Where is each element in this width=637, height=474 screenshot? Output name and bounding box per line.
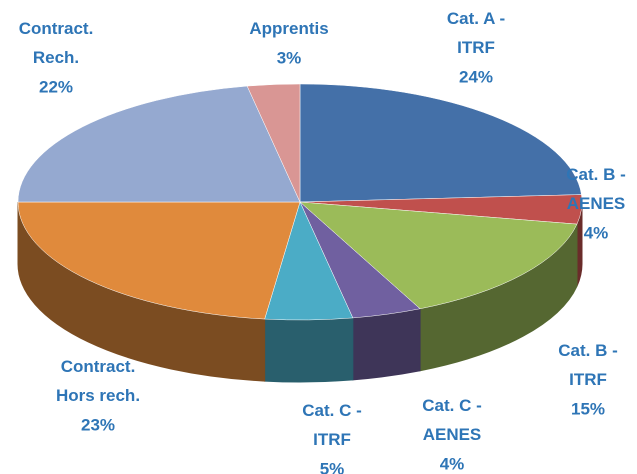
label-line: Contract.: [61, 357, 136, 376]
label-line: Cat. C -: [422, 396, 482, 415]
slice: [299, 83, 582, 203]
label-line: ITRF: [569, 370, 607, 389]
slice: [17, 201, 301, 320]
label-line: AENES: [567, 194, 626, 213]
slice-label: Contract. Hors rech.: [56, 357, 140, 405]
label-line: Cat. B -: [558, 341, 618, 360]
slice-side: [352, 308, 421, 381]
label-line: Hors rech.: [56, 386, 140, 405]
side-walls: [17, 201, 583, 383]
slice-value-label: 4%: [584, 223, 609, 242]
slice: [299, 201, 578, 310]
slice-value-label: 15%: [571, 399, 605, 418]
slice-label: Cat. B - ITRF: [558, 341, 618, 389]
slice-label: Apprentis: [249, 19, 328, 38]
slice-label: Contract. Rech.: [19, 19, 94, 67]
slice-value-label: 5%: [320, 459, 345, 474]
label-line: ITRF: [457, 38, 495, 57]
top-faces: [17, 83, 583, 321]
slice-value-label: 24%: [459, 67, 493, 86]
slice-side: [264, 317, 354, 383]
slice-value-label: 22%: [39, 77, 73, 96]
label-line: AENES: [423, 425, 482, 444]
label-line: Rech.: [33, 48, 79, 67]
slice-value-label: 23%: [81, 415, 115, 434]
label-line: Contract.: [19, 19, 94, 38]
slice-label: Cat. C - AENES: [422, 396, 482, 444]
slice-value-label: 4%: [440, 454, 465, 473]
label-line: Cat. C -: [302, 401, 362, 420]
slice: [246, 83, 301, 203]
slice-label: Cat. C - ITRF: [302, 401, 362, 449]
slice-label: Cat. B - AENES: [566, 165, 626, 213]
slice-label: Cat. A - ITRF: [447, 9, 505, 57]
label-line: ITRF: [313, 430, 351, 449]
label-line: Apprentis: [249, 19, 328, 38]
label-line: Cat. B -: [566, 165, 626, 184]
slice: [17, 85, 301, 203]
slice-value-label: 3%: [277, 48, 302, 67]
label-line: Cat. A -: [447, 9, 505, 28]
